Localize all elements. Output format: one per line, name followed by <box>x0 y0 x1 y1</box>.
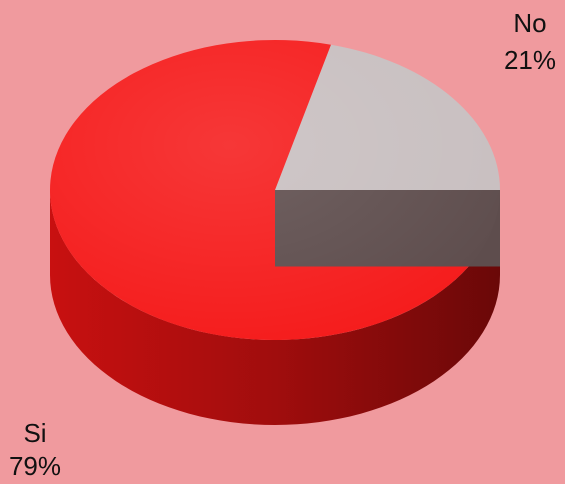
slice-label: No <box>513 8 546 38</box>
slice-label: Si <box>23 418 46 448</box>
slice-value-label: 21% <box>504 45 556 75</box>
pie-shine <box>50 40 500 340</box>
slice-value-label: 79% <box>9 451 61 481</box>
pie-side <box>50 190 500 425</box>
pie <box>50 39 500 425</box>
